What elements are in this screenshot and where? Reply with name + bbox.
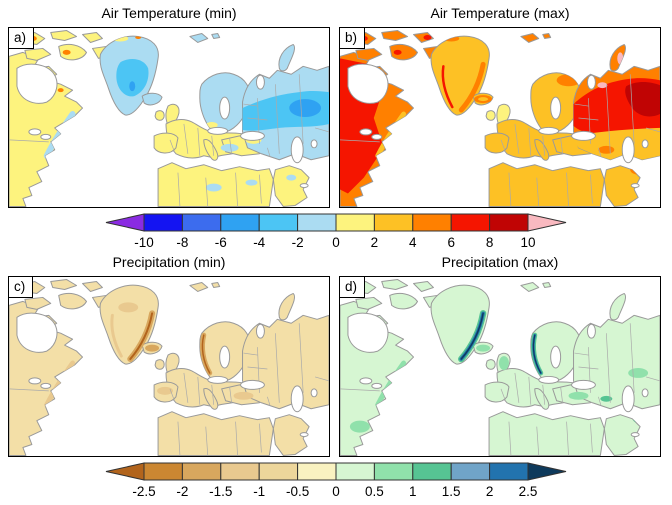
precipitation-tick-label: 2.5 [519,484,538,499]
precipitation-tick-label: -2 [176,484,188,499]
map-panel-d: d) [339,276,661,457]
precipitation-tick-label: 2 [486,484,494,499]
temperature-tick-label: 0 [332,235,340,250]
map-canvas-c [9,277,329,456]
temperature-tick-label: -8 [176,235,188,250]
temperature-tick-label: -10 [134,235,154,250]
temperature-tick-label: -2 [292,235,304,250]
temperature-tick-label: 10 [520,235,535,250]
precipitation-tick-label: -1.5 [209,484,232,499]
temperature-colorbar: -10 -8 -6 -4 -2 0 2 4 6 8 10 [105,213,567,251]
map-canvas-a [9,28,329,207]
temperature-tick-label: 4 [409,235,417,250]
temperature-tick-label: -4 [253,235,265,250]
temperature-tick-label: -6 [215,235,227,250]
panel-a-label: a) [8,27,35,49]
temperature-tick-label: 8 [486,235,494,250]
map-canvas-b [340,28,660,207]
precipitation-tick-label: 0 [332,484,340,499]
precipitation-tick-label: -0.5 [286,484,309,499]
precipitation-tick-label: 1 [409,484,417,499]
map-panel-c: c) [8,276,330,457]
panel-b-title: Air Temperature (max) [430,5,570,21]
precipitation-colorbar-svg: -2.5 -2 -1.5 -1 -0.5 0 0.5 1 1.5 2 2.5 [105,462,567,499]
panel-a-title: Air Temperature (min) [101,5,237,21]
panel-b-label: b) [339,27,366,49]
precipitation-tick-label: 1.5 [442,484,461,499]
panel-c-label: c) [8,276,34,298]
panel-d-title: Precipitation (max) [441,254,559,270]
temperature-tick-label: 2 [371,235,379,250]
map-panel-a: a) [8,27,330,208]
temperature-tick-label: 6 [447,235,455,250]
precipitation-tick-label: 0.5 [365,484,384,499]
panel-d-label: d) [339,276,366,298]
precipitation-tick-label: -1 [253,484,265,499]
precipitation-tick-label: -2.5 [132,484,155,499]
precipitation-colorbar: -2.5 -2 -1.5 -1 -0.5 0 0.5 1 1.5 2 2.5 [105,462,567,500]
temperature-colorbar-svg: -10 -8 -6 -4 -2 0 2 4 6 8 10 [105,213,567,250]
map-panel-b: b) [339,27,661,208]
map-canvas-d [340,277,660,456]
panel-c-title: Precipitation (min) [112,254,226,270]
